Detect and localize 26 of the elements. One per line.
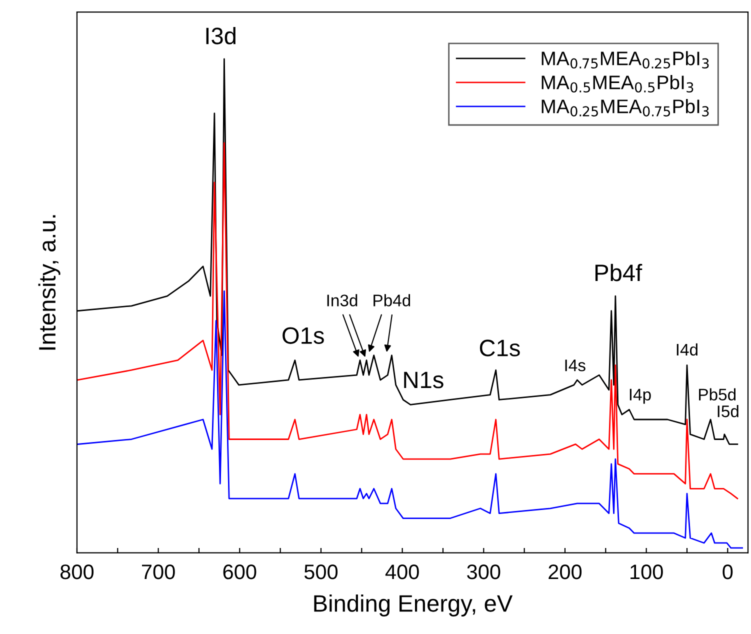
x-tick-label: 800	[60, 564, 94, 580]
x-tick-label: 300	[467, 564, 500, 580]
x-tick-label: 100	[630, 564, 663, 580]
legend-label: MA$_{0.5}$MEA$_{0.5}$PbI$_{3}$	[542, 75, 694, 93]
legend-label: MA$_{0.75}$MEA$_{0.25}$PbI$_{3}$	[542, 51, 709, 69]
annotation: Pb5d	[699, 388, 736, 400]
annotation: In3d	[327, 294, 358, 306]
x-tick-label: 500	[304, 564, 338, 580]
annotation: N1s	[404, 372, 444, 388]
annotation: I4s	[565, 360, 586, 372]
annotation: I4d	[676, 343, 698, 356]
annotation: Pb4d	[374, 294, 410, 306]
text: I3d	[206, 27, 236, 44]
y-axis-title: Intensity, a.u.	[38, 215, 60, 350]
annotation: C1s	[480, 340, 520, 356]
annotation: I5d	[718, 405, 738, 418]
annotation: Pb4f	[595, 264, 642, 282]
x-tick-label: 400	[385, 564, 419, 580]
x-tick-label: 600	[223, 564, 256, 580]
legend-label: MA$_{0.25}$MEA$_{0.75}$PbI$_{3}$	[542, 98, 709, 116]
x-axis-title: Binding Energy, eV	[314, 594, 513, 616]
x-tick-label: 0	[722, 564, 733, 580]
x-tick-label: 700	[142, 564, 175, 580]
x-tick-label: 200	[548, 564, 582, 580]
annotation: O1s	[282, 327, 324, 344]
annotation: I4p	[630, 388, 651, 404]
